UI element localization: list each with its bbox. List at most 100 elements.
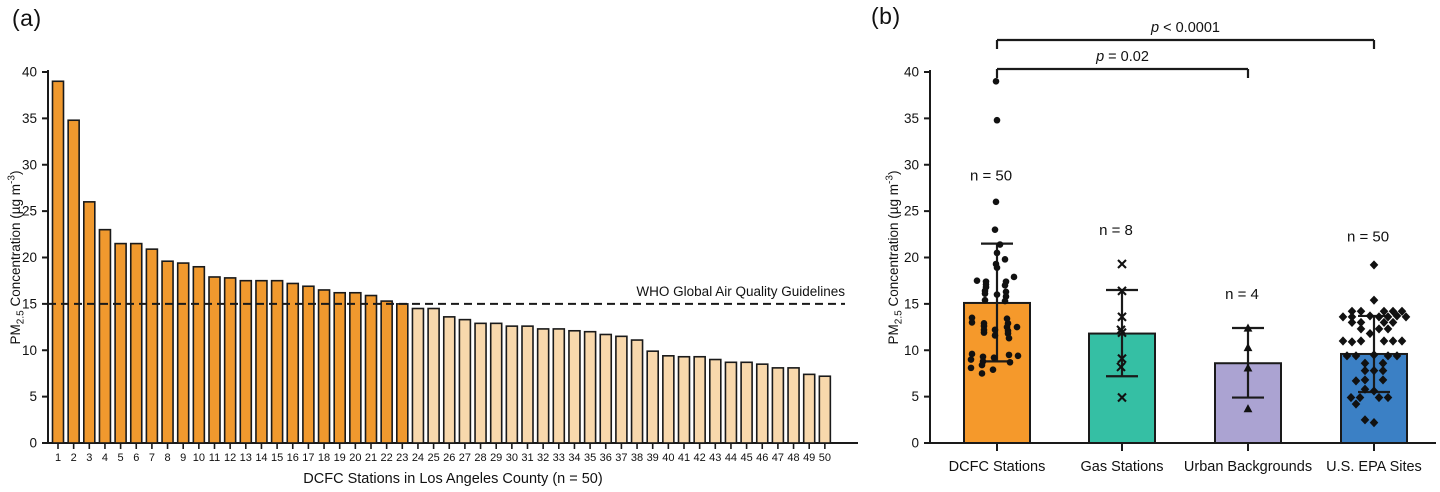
panel-a-x-tick-label: 6: [133, 452, 139, 464]
n-count-label: n = 50: [970, 168, 1012, 185]
bar: [740, 361, 753, 444]
panel-a-x-tick-label: 35: [584, 452, 596, 464]
panel-a-y-tick-label: 25: [22, 204, 37, 219]
panel-a-x-tick-label: 24: [412, 452, 424, 464]
panel-b-y-tick-label: 25: [904, 204, 919, 219]
panel-a-y-tick-label: 5: [29, 389, 37, 404]
panel-a-x-tick-label: 11: [209, 452, 220, 464]
scatter-point: [968, 319, 976, 326]
scatter-point: [1005, 334, 1013, 342]
scatter-point: [1347, 306, 1357, 316]
scatter-point: [1117, 327, 1127, 338]
panel-a-x-tick-label: 38: [631, 452, 643, 464]
panel-a-x-tick-label: 13: [240, 452, 252, 464]
scatter-point: [1243, 342, 1253, 352]
bar: [364, 294, 378, 444]
scatter-point: [1378, 358, 1388, 368]
panel-a-x-tick-label: 20: [349, 452, 361, 464]
scatter-point: [1360, 366, 1370, 376]
scatter-point: [990, 354, 998, 361]
scatter-point: [1005, 351, 1013, 359]
scatter-point: [979, 353, 987, 361]
scatter-point: [1383, 392, 1393, 403]
scatter-point: [1001, 256, 1009, 263]
scatter-point: [1378, 366, 1388, 376]
panel-b-y-tick-label: 35: [904, 111, 919, 126]
panel-a-x-tick-label: 21: [365, 452, 377, 464]
panel-b-y-tick-label: 5: [911, 389, 919, 404]
scatter-point: [996, 241, 1004, 248]
panel-a-x-tick-label: 33: [553, 452, 565, 464]
scatter-point: [1243, 404, 1253, 413]
n-count-label: n = 50: [1347, 229, 1389, 246]
panel-a-x-tick-label: 23: [396, 452, 408, 464]
scatter-point: [1388, 336, 1398, 346]
scatter-point: [1243, 323, 1253, 332]
panel-a-y-axis-title: PM2.5 Concentration (µg m-3): [7, 171, 27, 345]
panel-b-category-label: U.S. EPA Sites: [1326, 459, 1422, 475]
bar: [67, 119, 80, 444]
scatter-point: [1002, 288, 1010, 296]
scatter-point: [993, 264, 1001, 272]
panel-a-y-tick-label: 20: [22, 250, 37, 265]
panel-a-x-tick-label: 9: [180, 452, 186, 464]
bar: [255, 279, 268, 444]
bar: [536, 328, 550, 444]
scatter-point: [1379, 317, 1389, 328]
bar: [662, 355, 675, 444]
bar: [349, 291, 362, 444]
bar: [646, 350, 660, 444]
scatter-point: [1374, 324, 1384, 334]
scatter-point: [1351, 376, 1361, 386]
scatter-point: [1013, 323, 1021, 331]
bar: [787, 367, 800, 444]
panel-b-category-label: DCFC Stations: [949, 459, 1046, 475]
scatter-point: [992, 198, 1000, 206]
bar: [145, 248, 159, 444]
scatter-point: [1374, 392, 1384, 403]
panel-a-x-tick-label: 4: [102, 452, 108, 464]
bar: [223, 277, 237, 444]
scatter-point: [991, 332, 999, 339]
scatter-point: [1243, 363, 1253, 372]
panel-a-x-tick-label: 22: [381, 452, 393, 464]
bar: [442, 316, 456, 444]
scatter-point: [1356, 306, 1366, 316]
scatter-point: [1379, 336, 1389, 346]
bar: [161, 260, 174, 444]
bar: [583, 330, 597, 444]
scatter-point: [967, 364, 975, 372]
scatter-point: [1397, 306, 1407, 316]
scatter-point: [1401, 312, 1411, 322]
significance-label: p = 0.02: [1095, 49, 1149, 65]
scatter-point: [1378, 375, 1388, 385]
bar: [474, 322, 487, 444]
scatter-point: [1351, 351, 1361, 361]
scatter-point: [1355, 392, 1365, 403]
bar: [693, 355, 706, 444]
scatter-point: [973, 277, 981, 284]
bar: [176, 262, 190, 444]
scatter-point: [968, 350, 976, 358]
scatter-point: [1369, 417, 1379, 428]
panel-b-y-tick-label: 10: [904, 343, 919, 358]
bar: [458, 318, 472, 444]
panel-a-x-tick-label: 17: [302, 452, 314, 464]
scatter-point: [1001, 282, 1009, 289]
panel-a-x-tick-label: 25: [427, 452, 439, 464]
panel-a-y-tick-label: 0: [29, 436, 37, 451]
panel-b-y-axis-title: PM2.5 Concentration (µg m-3): [885, 171, 905, 345]
panel-a-y-tick-label: 40: [22, 65, 37, 80]
scatter-point: [993, 291, 1001, 298]
scatter-point: [1338, 312, 1348, 322]
scatter-point: [1117, 353, 1127, 364]
scatter-point: [1346, 392, 1356, 403]
panel-a-x-tick-label: 31: [521, 452, 533, 464]
scatter-point: [1347, 337, 1357, 347]
panel-a-x-tick-label: 16: [287, 452, 299, 464]
scatter-point: [1001, 297, 1009, 305]
scatter-point: [1356, 324, 1366, 334]
scatter-point: [991, 226, 999, 233]
bar: [239, 279, 253, 444]
bar: [552, 328, 566, 444]
